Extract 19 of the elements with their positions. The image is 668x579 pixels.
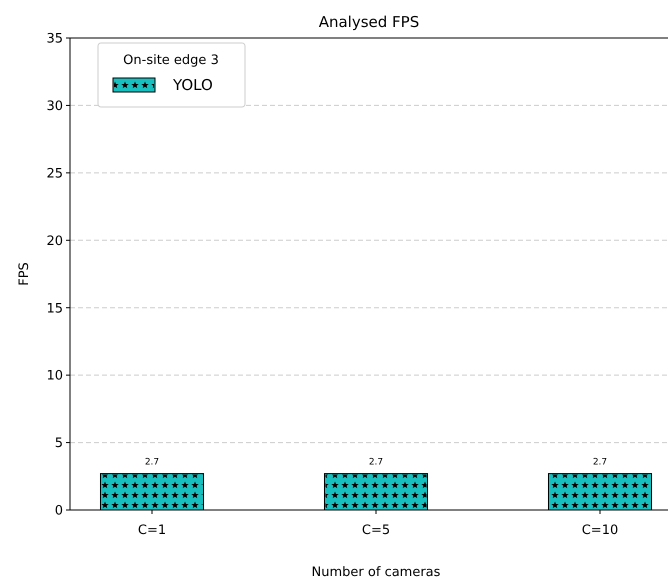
data-label: 2.7 xyxy=(144,458,160,468)
x-tick-label: C=5 xyxy=(362,523,390,538)
legend-label: YOLO xyxy=(172,76,213,94)
chart-title: Analysed FPS xyxy=(318,13,420,31)
y-tick-label: 30 xyxy=(46,98,63,114)
y-axis-title: FPS xyxy=(17,262,32,286)
y-tick-label: 35 xyxy=(46,32,63,47)
y-tick-label: 0 xyxy=(54,504,63,519)
x-tick-label: C=10 xyxy=(582,523,618,538)
y-tick-label: 15 xyxy=(46,301,63,316)
legend-title: On-site edge 3 xyxy=(123,53,219,68)
y-tick-label: 10 xyxy=(46,368,63,384)
y-tick-label: 20 xyxy=(46,234,63,249)
y-tick-label: 5 xyxy=(54,436,63,452)
x-tick-label: C=1 xyxy=(138,523,166,538)
data-label: 2.7 xyxy=(592,458,608,468)
x-axis-title: Number of cameras xyxy=(312,565,441,579)
data-label: 2.7 xyxy=(368,458,384,468)
y-tick-label: 25 xyxy=(46,166,63,182)
